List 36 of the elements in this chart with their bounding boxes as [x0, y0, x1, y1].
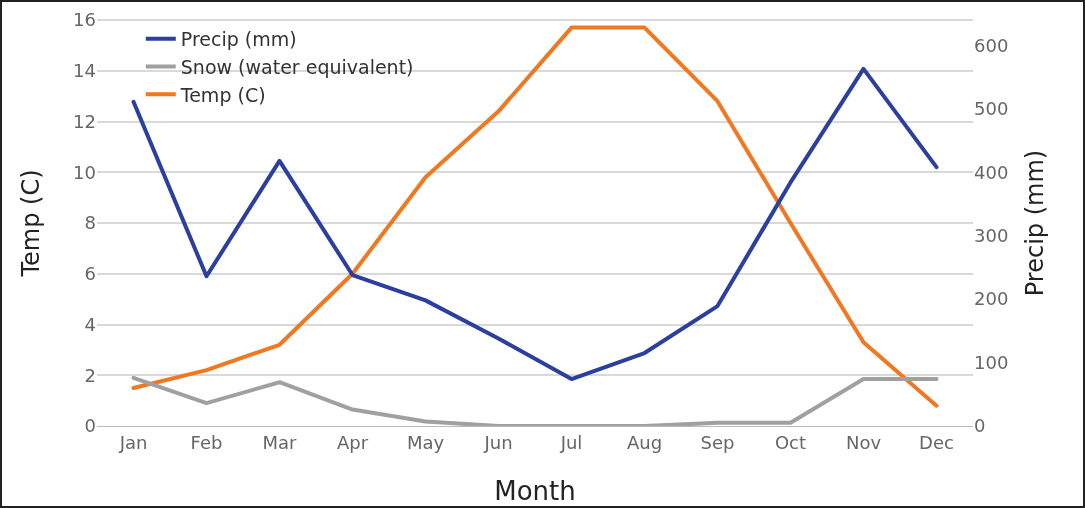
y-axis-title: Temp (C) — [17, 169, 45, 278]
x-tick-label: Jul — [559, 431, 583, 453]
x-tick-label: Aug — [626, 431, 663, 453]
x-tick-label: Dec — [919, 431, 954, 453]
x-tick-label: Oct — [774, 431, 807, 453]
x-tick-label: Jun — [483, 431, 513, 453]
legend-label: Precip (mm) — [180, 28, 297, 51]
x-tick-label: Sep — [700, 431, 735, 453]
legend-label: Temp (C) — [179, 83, 266, 106]
y-tick-label: 10 — [73, 161, 96, 183]
x-axis-title: Month — [494, 476, 576, 506]
line-series — [131, 25, 939, 408]
x-tick-label: Mar — [262, 431, 298, 453]
x-tick-label: May — [406, 431, 445, 453]
y-tick-label: 14 — [73, 60, 96, 82]
y2-tick-label: 100 — [974, 351, 1009, 373]
y-tick-label: 8 — [84, 212, 96, 234]
y2-tick-label: 500 — [974, 98, 1009, 120]
y2-tick-label: 300 — [974, 224, 1009, 246]
y2-tick-label: 0 — [974, 415, 986, 437]
y-tick-label: 4 — [84, 313, 96, 335]
y-tick-label: 6 — [84, 263, 96, 285]
line-series — [131, 375, 939, 426]
x-tick-label: Feb — [190, 431, 223, 453]
y2-tick-label: 200 — [974, 288, 1009, 310]
y2-axis-title: Precip (mm) — [1021, 149, 1049, 297]
legend-label: Snow (water equivalent) — [180, 55, 414, 78]
y2-tick-label: 400 — [974, 161, 1009, 183]
x-tick-label: Jan — [118, 431, 148, 453]
y-tick-label: 0 — [84, 415, 96, 437]
y-tick-label: 2 — [84, 364, 96, 386]
x-tick-label: Nov — [845, 431, 882, 453]
y-tick-label: 16 — [73, 9, 96, 31]
y2-tick-label: 600 — [974, 34, 1009, 56]
y-tick-label: 12 — [73, 110, 96, 132]
x-tick-label: Apr — [336, 431, 369, 453]
